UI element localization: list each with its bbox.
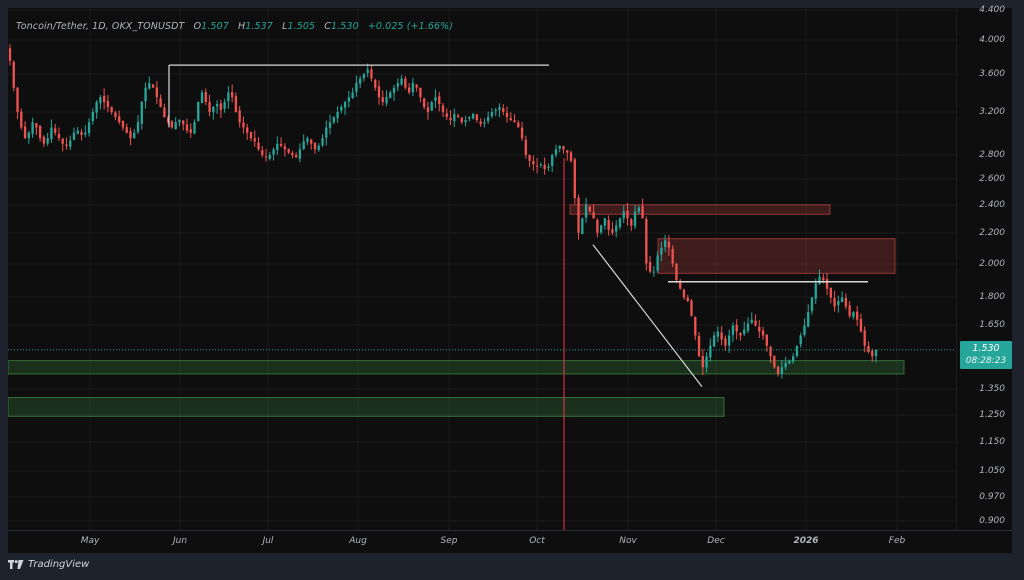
brand-name: TradingView <box>28 559 90 570</box>
time-tick-label: Sep <box>440 536 458 546</box>
close-label: C <box>324 21 332 32</box>
symbol-title: Toncoin/Tether, 1D, OKX_TONUSDT <box>16 21 185 32</box>
price-tick-label: 3.600 <box>979 69 1005 79</box>
price-tick-label: 1.350 <box>979 384 1005 394</box>
time-tick-label: 2026 <box>793 536 819 546</box>
open-label: O <box>193 21 202 32</box>
time-tick-label: Jun <box>172 536 188 546</box>
price-tick-label: 0.970 <box>979 492 1005 502</box>
open-value: 1.507 <box>201 21 229 32</box>
price-tick-label: 1.150 <box>979 437 1005 447</box>
price-tick-label: 2.400 <box>979 200 1005 210</box>
price-tick-label: 2.600 <box>979 174 1005 184</box>
drawings <box>8 64 956 388</box>
price-tick-label: 1.250 <box>979 410 1005 420</box>
last-price: 1.530 <box>972 343 1000 354</box>
price-tick-label: 2.800 <box>979 150 1005 160</box>
price-tick-label: 2.200 <box>979 228 1005 238</box>
low-label: L <box>282 21 288 32</box>
tradingview-logo-icon <box>8 560 24 569</box>
time-tick-label: Aug <box>349 536 367 546</box>
price-tick-label: 4.400 <box>979 5 1005 15</box>
grid-lines <box>8 8 956 530</box>
time-tick-label: May <box>80 536 100 546</box>
time-tick-label: Oct <box>529 536 545 546</box>
high-label: H <box>237 21 246 32</box>
support-zone-upper[interactable] <box>8 360 905 375</box>
chart-frame: Toncoin/Tether, 1D, OKX_TONUSDT O1.507 H… <box>8 5 1013 530</box>
zones <box>8 204 905 417</box>
price-tick-label: 1.800 <box>979 292 1005 302</box>
close-value: 1.530 <box>331 21 359 32</box>
tradingview-branding[interactable]: TradingView <box>8 559 89 570</box>
price-tick-label: 1.650 <box>979 320 1005 330</box>
price-tick-label: 1.050 <box>979 466 1005 476</box>
resistance-zone-upper[interactable] <box>569 204 831 215</box>
last-price-badge: 1.530 08:28:23 <box>960 341 1012 369</box>
time-tick-label: Nov <box>619 536 637 546</box>
time-axis[interactable]: May Jun Jul Aug Sep Oct Nov Dec 2026 Feb <box>8 530 1012 553</box>
price-tick-label: 2.000 <box>979 259 1005 269</box>
low-value: 1.505 <box>287 21 316 32</box>
price-tick-label: 4.000 <box>979 35 1005 45</box>
chart-plot-area[interactable] <box>8 8 956 530</box>
time-tick-label: Jul <box>262 536 274 546</box>
time-tick-label: Dec <box>707 536 725 546</box>
support-zone-lower[interactable] <box>8 397 725 417</box>
symbol-legend: Toncoin/Tether, 1D, OKX_TONUSDT O1.507 H… <box>16 21 453 32</box>
price-tick-label: 0.900 <box>979 516 1005 526</box>
price-tick-label: 3.200 <box>979 107 1005 117</box>
descending-trendline[interactable] <box>592 244 703 388</box>
bar-countdown: 08:28:23 <box>965 356 1007 366</box>
high-value: 1.537 <box>245 21 273 32</box>
change-value: +0.025 (+1.66%) <box>367 21 454 32</box>
candles <box>8 44 878 379</box>
top-bar <box>0 0 1024 8</box>
price-axis[interactable]: 4.400 4.000 3.600 3.200 2.800 2.600 2.400 2.200… <box>956 5 1013 530</box>
time-tick-label: Feb <box>888 536 906 546</box>
resistance-zone-lower[interactable] <box>657 238 896 274</box>
